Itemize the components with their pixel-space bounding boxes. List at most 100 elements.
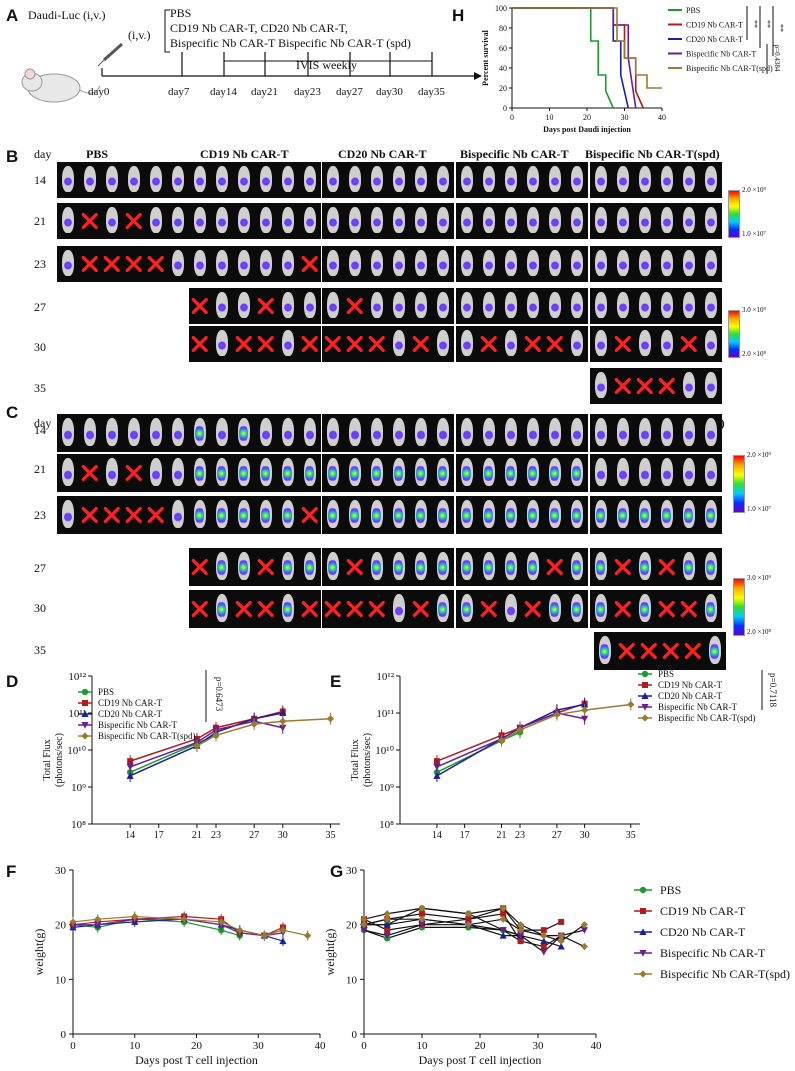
w-xtick: 10 xyxy=(417,1040,429,1052)
mouse-image xyxy=(57,414,79,452)
mouse-image xyxy=(634,368,656,404)
flux-point xyxy=(279,709,287,716)
weight-point xyxy=(383,921,391,928)
w-xtick: 10 xyxy=(129,1040,141,1052)
mouse-image xyxy=(656,326,678,362)
mouse-image xyxy=(634,246,656,282)
timeline-day-day14: day14 xyxy=(210,86,237,98)
mouse-image xyxy=(277,496,299,534)
mouse-image xyxy=(388,414,410,452)
mouse-image xyxy=(700,496,722,534)
w-ytick: 0 xyxy=(61,1029,67,1041)
flux-legend-entry: CD20 Nb CAR-T xyxy=(98,709,163,719)
mouse-image xyxy=(544,414,566,452)
mouse-image xyxy=(678,326,700,362)
mouse-image xyxy=(678,246,700,282)
scale-1-max: 2.0 ×10⁹ xyxy=(742,186,766,194)
mouse-image xyxy=(145,454,167,492)
mouse-image xyxy=(189,496,211,534)
panel-label-g: G xyxy=(330,862,344,881)
flux-point xyxy=(326,715,335,723)
mouse-image xyxy=(277,548,299,586)
syringe-icon xyxy=(97,42,123,67)
weight-point xyxy=(384,927,391,934)
mouse-image xyxy=(656,246,678,282)
mouse-image xyxy=(656,288,678,324)
w-legend-entry: PBS xyxy=(660,883,681,897)
mouse-image xyxy=(656,162,678,198)
flux-xtick: 30 xyxy=(580,830,590,840)
mouse-image xyxy=(634,326,656,362)
flux-xtick: 23 xyxy=(515,830,525,840)
mouse-image xyxy=(211,246,233,282)
day-label-35: 35 xyxy=(34,643,46,657)
mouse-image xyxy=(656,414,678,452)
mouse-image xyxy=(616,632,638,670)
mouse-image xyxy=(299,203,321,239)
scale-2-max: 3.0 ×10⁹ xyxy=(742,306,766,314)
weight-point xyxy=(540,937,548,945)
weight-point xyxy=(418,921,426,929)
mouse-image xyxy=(522,414,544,452)
mouse-image xyxy=(590,288,612,324)
mouse-image xyxy=(277,454,299,492)
mouse-image xyxy=(544,246,566,282)
mouse-image xyxy=(522,162,544,198)
panel-label-h: H xyxy=(452,6,465,25)
panel-label-f: F xyxy=(6,862,17,881)
legend-marker xyxy=(81,732,89,740)
mouse-image xyxy=(612,203,634,239)
mouse-image xyxy=(299,496,321,534)
mouse-image xyxy=(500,590,522,628)
weight-point xyxy=(279,937,287,945)
mouse-image xyxy=(211,162,233,198)
flux-point xyxy=(212,731,220,739)
mouse-image xyxy=(366,454,388,492)
flux-legend-entry: CD19 Nb CAR-T xyxy=(98,698,163,708)
mouse-image xyxy=(344,162,366,198)
flux-point xyxy=(279,724,287,732)
mouse-image xyxy=(299,246,321,282)
mouse-image xyxy=(660,632,682,670)
mouse-image xyxy=(544,496,566,534)
mouse-image xyxy=(299,288,321,324)
mouse-image xyxy=(123,203,145,239)
mouse-image xyxy=(590,326,612,362)
w-legend-entry: CD19 Nb CAR-T xyxy=(660,904,746,918)
h-pvalue: p=0.4384 xyxy=(773,45,781,72)
mouse-image xyxy=(79,496,101,534)
mouse-image xyxy=(410,548,432,586)
mouse-image xyxy=(456,496,478,534)
scale-1-min: 1.0 ×10⁷ xyxy=(747,505,771,513)
weight-chart-f: 0 10 20 30 0 10 20 30 40 Days post T cell injecti… xyxy=(32,865,326,1067)
flux-ytick: 10⁸ xyxy=(379,819,394,831)
mouse-image xyxy=(344,246,366,282)
mouse-image xyxy=(432,414,454,452)
mouse-image xyxy=(544,203,566,239)
mouse-image xyxy=(277,414,299,452)
flux-point xyxy=(250,720,258,728)
timeline-day-day35: day35 xyxy=(418,86,445,98)
mouse-image xyxy=(634,288,656,324)
mouse-image xyxy=(123,246,145,282)
colorbar-scale-1 xyxy=(728,190,740,238)
mouse-image xyxy=(299,548,321,586)
h-legend-entry: CD19 Nb CAR-T xyxy=(686,21,743,30)
scale-1-max: 2.0 ×10⁹ xyxy=(747,451,771,459)
day-label-21: 21 xyxy=(34,462,46,476)
flux-legend-entry: Bispecific Nb CAR-T(spd) xyxy=(98,731,195,741)
w-xtick: 20 xyxy=(191,1040,203,1052)
mouse-image xyxy=(612,326,634,362)
legend-marker xyxy=(81,688,89,696)
w-legend-entry: CD20 Nb CAR-T xyxy=(660,925,746,939)
mouse-image xyxy=(590,414,612,452)
mouse-image xyxy=(678,590,700,628)
mouse-image xyxy=(522,288,544,324)
mouse-image xyxy=(700,368,722,404)
mouse-image xyxy=(456,414,478,452)
weight-point xyxy=(279,926,287,934)
day-label-14: 14 xyxy=(34,423,46,437)
weight-point xyxy=(131,912,139,921)
mouse-image xyxy=(566,203,588,239)
flux-point xyxy=(433,772,441,779)
